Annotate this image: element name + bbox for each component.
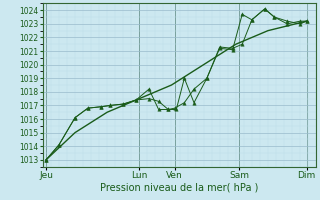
X-axis label: Pression niveau de la mer( hPa ): Pression niveau de la mer( hPa ) [100, 183, 259, 193]
